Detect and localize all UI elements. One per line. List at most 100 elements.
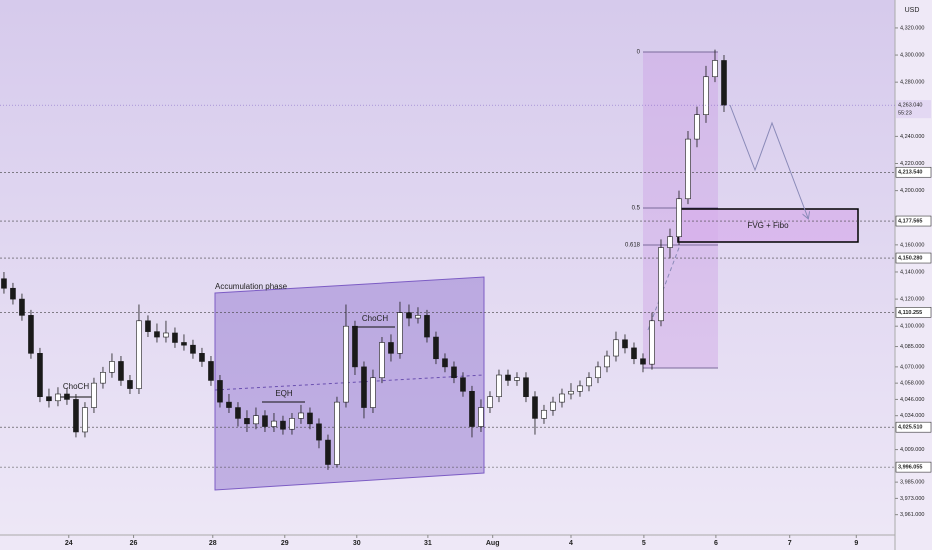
- current-price-label: 4,263.040: [898, 103, 922, 109]
- candle-body: [253, 415, 259, 425]
- x-tick-label: 31: [424, 540, 432, 547]
- candle-body: [505, 374, 511, 381]
- candle-body: [406, 312, 412, 319]
- y-tick-label: 4,085.000: [900, 344, 924, 350]
- candle-body: [181, 342, 187, 346]
- countdown-label: 55:23: [898, 111, 912, 117]
- y-tick-label: 4,046.000: [900, 397, 924, 403]
- candle-body: [325, 439, 331, 465]
- y-tick-label: 4,220.000: [900, 161, 924, 167]
- price-badge: [895, 166, 932, 178]
- fib-label: 0.5: [632, 206, 641, 212]
- y-tick-label: 4,120.000: [900, 297, 924, 303]
- price-badge: [895, 307, 932, 318]
- x-tick-label: 5: [642, 540, 646, 547]
- candle-body: [397, 312, 403, 354]
- candle-body: [514, 377, 520, 381]
- candle-body: [586, 377, 592, 387]
- price-badge: [895, 252, 932, 264]
- x-tick-label: 28: [209, 540, 217, 547]
- candle-body: [217, 380, 223, 403]
- fvg-box: [677, 208, 859, 243]
- candle-body: [703, 76, 709, 116]
- x-tick-label: 30: [353, 540, 361, 547]
- candle-body: [451, 366, 457, 379]
- y-tick-label: 4,160.000: [900, 242, 924, 248]
- candle-body: [1, 278, 7, 289]
- y-tick-label: 4,058.000: [900, 381, 924, 387]
- x-tick-label: 4: [569, 540, 573, 547]
- candle-body: [550, 401, 556, 411]
- candle-body: [82, 407, 88, 433]
- candle-body: [667, 236, 673, 248]
- candle-body: [235, 407, 241, 419]
- candle-body: [244, 418, 250, 425]
- current-price-badge: [896, 100, 931, 119]
- candle-body: [523, 377, 529, 398]
- candle-body: [496, 374, 502, 398]
- price-badge-label: 3,996.055: [898, 465, 922, 471]
- candle-body: [712, 60, 718, 78]
- candle-body: [460, 377, 466, 392]
- price-badge-label: 4,150.280: [898, 255, 922, 261]
- candle-body: [163, 332, 169, 338]
- candle-body: [154, 331, 160, 338]
- projection-path: [729, 104, 808, 218]
- candle-body: [118, 361, 124, 381]
- candle-body: [127, 380, 133, 389]
- y-tick-label: 4,200.000: [900, 188, 924, 194]
- x-tick-label: 7: [788, 540, 792, 547]
- y-tick-label: 4,009.000: [900, 447, 924, 453]
- candle-body: [676, 198, 682, 238]
- eqh-label: EQH: [275, 389, 293, 398]
- price-badge-label: 4,110.255: [898, 310, 922, 316]
- candle-body: [640, 358, 646, 365]
- candle-body: [379, 342, 385, 379]
- candle-body: [298, 412, 304, 419]
- candle-body: [559, 393, 565, 403]
- x-tick-label: 29: [281, 540, 289, 547]
- candle-body: [694, 114, 700, 140]
- candle-body: [334, 401, 340, 465]
- candle-body: [649, 320, 655, 365]
- candle-body: [271, 420, 277, 427]
- projection-dashed: [647, 244, 681, 331]
- candle-body: [352, 325, 358, 368]
- candle-body: [604, 355, 610, 368]
- candle-body: [343, 325, 349, 403]
- fib-label: 0.618: [625, 243, 641, 249]
- price-axis: [895, 0, 932, 550]
- candle-body: [199, 353, 205, 362]
- price-badge-label: 4,025.510: [898, 425, 922, 431]
- candle-body: [577, 385, 583, 392]
- choch-label: ChoCH: [362, 314, 388, 323]
- accumulation-label: Accumulation phase: [215, 282, 288, 291]
- x-tick-label: 24: [65, 540, 73, 547]
- candle-body: [487, 396, 493, 408]
- candle-body: [658, 247, 664, 322]
- candle-body: [478, 407, 484, 427]
- candle-body: [226, 401, 232, 408]
- candle-body: [469, 390, 475, 427]
- candle-body: [64, 393, 70, 400]
- candle-body: [109, 361, 115, 373]
- x-tick-label: 9: [854, 540, 858, 547]
- x-tick-label: 6: [714, 540, 718, 547]
- candle-body: [415, 315, 421, 319]
- candle-body: [145, 320, 151, 332]
- candle-body: [37, 353, 43, 398]
- price-badge-label: 4,177.565: [898, 218, 922, 224]
- x-tick-label: 26: [130, 540, 138, 547]
- candle-body: [55, 393, 61, 402]
- y-tick-label: 4,034.000: [900, 413, 924, 419]
- y-tick-label: 4,070.000: [900, 364, 924, 370]
- candle-body: [136, 320, 142, 389]
- y-tick-label: 3,961.000: [900, 512, 924, 518]
- channel-midline: [214, 374, 485, 391]
- candle-body: [289, 418, 295, 430]
- y-tick-label: 4,280.000: [900, 80, 924, 86]
- candle-body: [721, 60, 727, 106]
- y-tick-label: 3,985.000: [900, 480, 924, 486]
- price-badge-label: 4,213.540: [898, 170, 922, 176]
- candle-body: [46, 396, 52, 402]
